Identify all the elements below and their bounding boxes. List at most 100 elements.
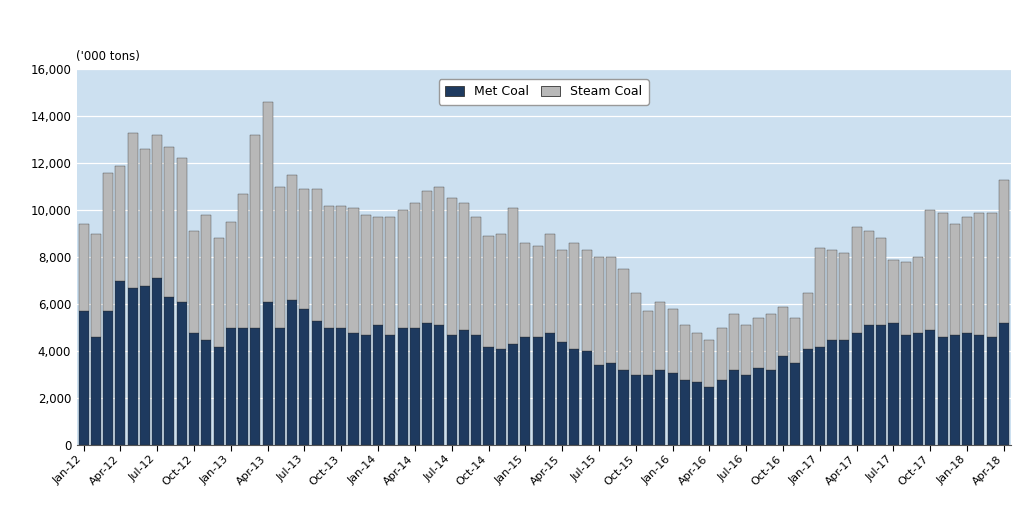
Bar bbox=[360, 215, 371, 335]
Bar bbox=[128, 288, 137, 445]
Bar bbox=[877, 239, 886, 326]
Bar bbox=[668, 309, 678, 373]
Bar bbox=[803, 349, 813, 445]
Bar bbox=[631, 375, 641, 445]
Bar bbox=[852, 333, 862, 445]
Bar bbox=[926, 330, 935, 445]
Bar bbox=[397, 328, 408, 445]
Bar bbox=[594, 366, 604, 445]
Bar bbox=[975, 335, 984, 445]
Bar bbox=[606, 257, 616, 363]
Bar bbox=[385, 335, 395, 445]
Bar bbox=[582, 250, 592, 351]
Bar bbox=[153, 135, 162, 279]
Bar bbox=[950, 335, 959, 445]
Bar bbox=[128, 133, 137, 288]
Bar bbox=[508, 344, 518, 445]
Bar bbox=[324, 328, 334, 445]
Bar bbox=[741, 326, 752, 375]
Bar bbox=[397, 210, 408, 328]
Bar bbox=[189, 333, 199, 445]
Bar bbox=[655, 370, 666, 445]
Bar bbox=[938, 212, 947, 337]
Bar bbox=[238, 194, 248, 328]
Bar bbox=[778, 356, 788, 445]
Bar bbox=[717, 379, 727, 445]
Bar bbox=[889, 260, 898, 323]
Bar bbox=[422, 323, 432, 445]
Bar bbox=[766, 370, 776, 445]
Bar bbox=[177, 302, 186, 445]
Text: TOTAL U.S. COAL EXPORTS BY TYPE - APRIL 2018: TOTAL U.S. COAL EXPORTS BY TYPE - APRIL … bbox=[13, 24, 492, 41]
Bar bbox=[631, 292, 641, 375]
Bar bbox=[692, 382, 702, 445]
Bar bbox=[815, 347, 825, 445]
Bar bbox=[91, 337, 100, 445]
Bar bbox=[913, 333, 923, 445]
Bar bbox=[91, 234, 100, 337]
Bar bbox=[520, 243, 530, 337]
Bar bbox=[496, 234, 506, 349]
Bar bbox=[410, 203, 420, 328]
Bar bbox=[557, 342, 567, 445]
Bar bbox=[569, 349, 580, 445]
Bar bbox=[815, 248, 825, 347]
Bar bbox=[483, 236, 494, 347]
Bar bbox=[827, 250, 838, 339]
Bar bbox=[274, 328, 285, 445]
Bar bbox=[422, 191, 432, 323]
Bar bbox=[373, 326, 383, 445]
Bar bbox=[594, 257, 604, 366]
Bar bbox=[79, 224, 89, 311]
Bar bbox=[729, 370, 739, 445]
Bar bbox=[840, 339, 850, 445]
Bar bbox=[446, 199, 457, 335]
Bar bbox=[569, 243, 580, 349]
Bar bbox=[655, 302, 666, 370]
Bar bbox=[840, 252, 850, 339]
Bar bbox=[274, 187, 285, 328]
Bar bbox=[311, 321, 322, 445]
Bar bbox=[717, 328, 727, 379]
Bar bbox=[348, 333, 358, 445]
Bar bbox=[705, 339, 715, 387]
Bar bbox=[225, 328, 236, 445]
Bar bbox=[79, 311, 89, 445]
Bar bbox=[741, 375, 752, 445]
Bar bbox=[459, 203, 469, 330]
Bar bbox=[336, 205, 346, 328]
Bar bbox=[496, 349, 506, 445]
Bar bbox=[729, 314, 739, 370]
Bar bbox=[680, 326, 690, 379]
Bar bbox=[998, 180, 1009, 323]
Bar bbox=[140, 149, 150, 286]
Bar bbox=[532, 246, 543, 337]
Bar bbox=[680, 379, 690, 445]
Bar bbox=[901, 335, 910, 445]
Bar bbox=[459, 330, 469, 445]
Bar bbox=[287, 300, 297, 445]
Bar bbox=[250, 135, 260, 328]
Bar bbox=[864, 231, 873, 326]
Bar bbox=[262, 102, 272, 302]
Bar bbox=[926, 210, 935, 330]
Bar bbox=[103, 311, 113, 445]
Bar bbox=[938, 337, 947, 445]
Bar bbox=[557, 250, 567, 342]
Bar bbox=[202, 215, 211, 339]
Bar bbox=[913, 257, 923, 333]
Bar bbox=[189, 231, 199, 333]
Bar bbox=[373, 217, 383, 326]
Text: ('000 tons): ('000 tons) bbox=[76, 51, 139, 63]
Bar bbox=[975, 212, 984, 335]
Bar bbox=[287, 175, 297, 300]
Bar bbox=[336, 328, 346, 445]
Bar bbox=[299, 189, 309, 309]
Bar bbox=[618, 370, 629, 445]
Bar bbox=[778, 307, 788, 356]
Bar bbox=[791, 363, 801, 445]
Bar bbox=[202, 339, 211, 445]
Bar bbox=[214, 239, 223, 347]
Bar bbox=[165, 147, 174, 297]
Bar bbox=[545, 234, 555, 333]
